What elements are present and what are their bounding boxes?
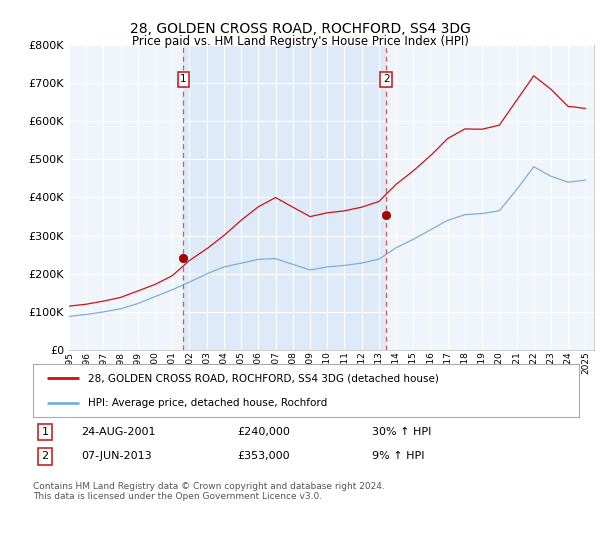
Text: 9% ↑ HPI: 9% ↑ HPI [372,451,425,461]
Text: 28, GOLDEN CROSS ROAD, ROCHFORD, SS4 3DG: 28, GOLDEN CROSS ROAD, ROCHFORD, SS4 3DG [130,22,470,36]
Text: 30% ↑ HPI: 30% ↑ HPI [372,427,431,437]
Text: Price paid vs. HM Land Registry's House Price Index (HPI): Price paid vs. HM Land Registry's House … [131,35,469,48]
Text: 28, GOLDEN CROSS ROAD, ROCHFORD, SS4 3DG (detached house): 28, GOLDEN CROSS ROAD, ROCHFORD, SS4 3DG… [88,374,439,384]
Text: 07-JUN-2013: 07-JUN-2013 [81,451,152,461]
Text: 2: 2 [383,74,389,84]
Bar [184,45,386,350]
Text: £240,000: £240,000 [237,427,290,437]
Text: 1: 1 [41,427,49,437]
Text: 1: 1 [180,74,187,84]
Text: £353,000: £353,000 [237,451,290,461]
Text: 2: 2 [41,451,49,461]
Text: 24-AUG-2001: 24-AUG-2001 [81,427,155,437]
Text: HPI: Average price, detached house, Rochford: HPI: Average price, detached house, Roch… [88,398,327,408]
Text: Contains HM Land Registry data © Crown copyright and database right 2024.
This d: Contains HM Land Registry data © Crown c… [33,482,385,501]
